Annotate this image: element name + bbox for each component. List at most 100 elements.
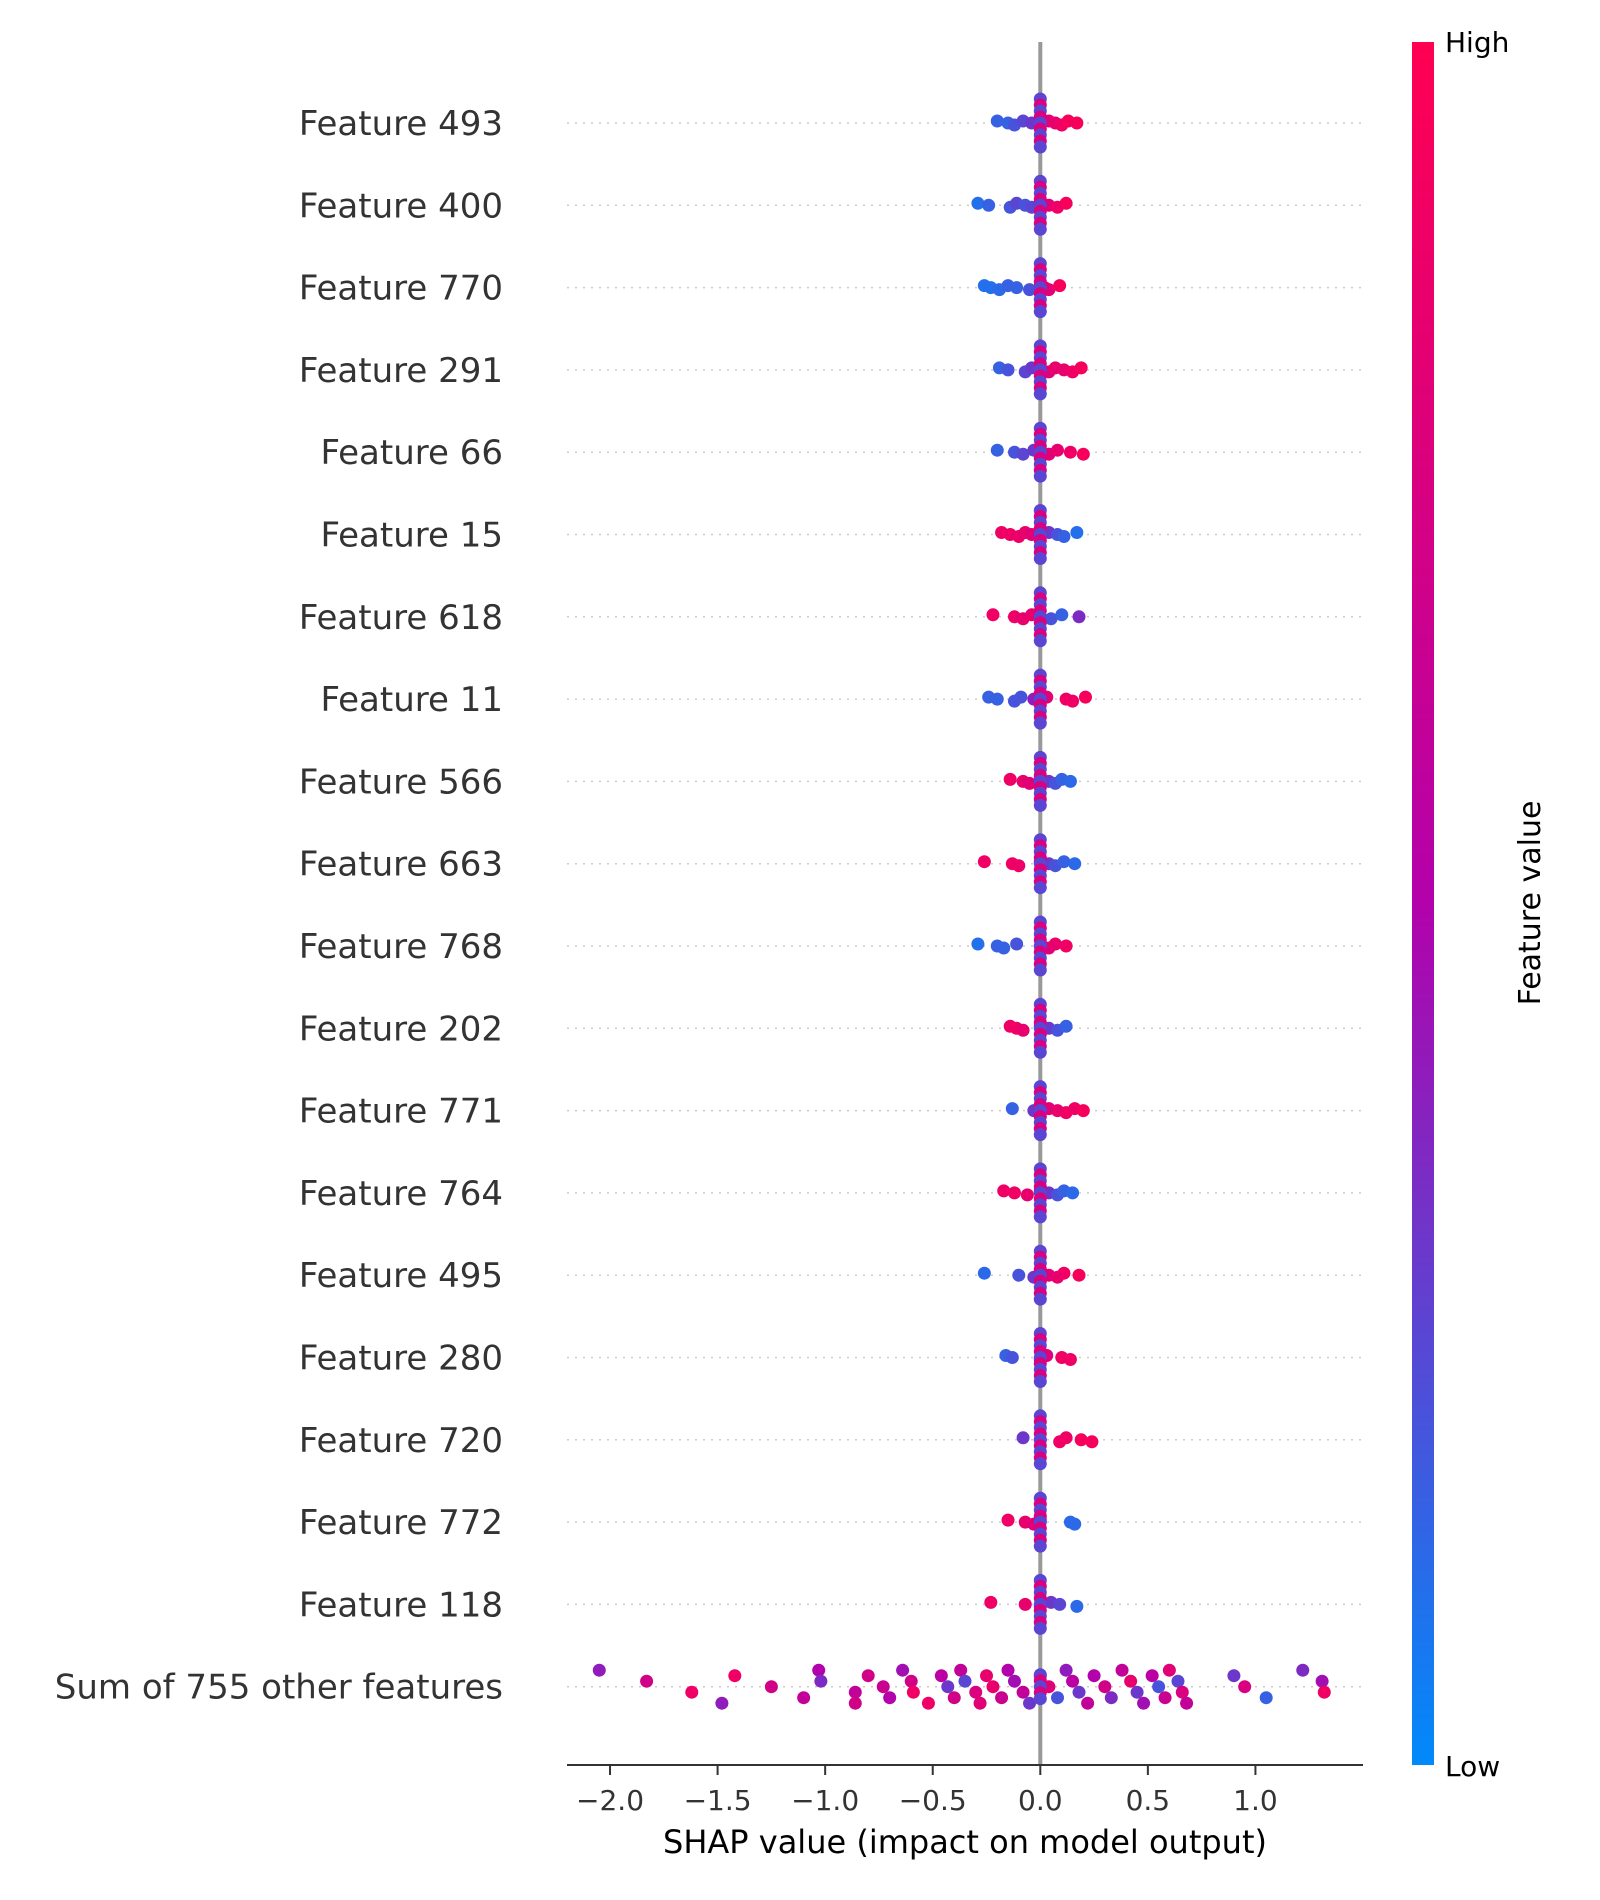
shap-point: [1085, 1435, 1099, 1449]
shap-point: [1001, 363, 1015, 377]
shap-point: [1005, 1102, 1019, 1116]
shap-point: [1066, 1186, 1080, 1200]
shap-point: [973, 1696, 987, 1710]
shap-point: [1068, 857, 1082, 871]
colorbar-high-label: High: [1445, 26, 1509, 59]
shap-point: [986, 608, 1000, 622]
x-axis-ticks: −2.0 −1.5 −1.0 −0.5 0.0 0.5 1.0: [576, 1765, 1278, 1817]
shap-point: [1059, 1019, 1073, 1033]
shap-point: [1033, 387, 1047, 401]
shap-point: [1296, 1663, 1310, 1677]
shap-point: [1033, 469, 1047, 483]
shap-point: [1063, 1353, 1077, 1366]
shap-point: [1055, 608, 1069, 622]
shap-point: [1016, 1431, 1030, 1445]
shap-point: [947, 1691, 961, 1705]
shap-point: [1033, 1692, 1047, 1706]
feature-labels: Feature 493 Feature 400 Feature 770 Feature…: [55, 104, 503, 1708]
colorbar: High Low Feature value: [1412, 26, 1548, 1783]
shap-point: [984, 1595, 998, 1609]
shap-point: [997, 1184, 1011, 1198]
shap-point: [764, 1680, 778, 1694]
shap-point: [1158, 1691, 1172, 1705]
shap-point: [1137, 1696, 1151, 1710]
shap-point: [1070, 116, 1084, 130]
shap-point: [1020, 1188, 1034, 1202]
shap-point: [1051, 1691, 1065, 1705]
shap-point: [1012, 1268, 1026, 1282]
shap-point: [1171, 1674, 1185, 1688]
shap-point: [1130, 1685, 1144, 1699]
shap-point: [1063, 774, 1077, 788]
feature-label: Feature 291: [299, 351, 503, 391]
shap-point: [977, 1266, 991, 1280]
shap-point: [1010, 281, 1024, 295]
shap-point: [1033, 1210, 1047, 1224]
shap-point: [1059, 1663, 1073, 1677]
shap-point: [980, 1669, 994, 1683]
shap-point: [1259, 1691, 1273, 1705]
feature-label: Feature 768: [299, 927, 503, 967]
shap-point: [861, 1669, 875, 1683]
shap-point: [1081, 1696, 1095, 1710]
shap-point: [1074, 361, 1088, 375]
shap-point: [1063, 445, 1077, 459]
shap-point: [640, 1674, 654, 1688]
shap-point: [1033, 222, 1047, 236]
shap-point: [1018, 1597, 1032, 1611]
feature-label: Feature 764: [299, 1174, 503, 1214]
colorbar-gradient: [1412, 42, 1434, 1765]
shap-point: [1023, 283, 1037, 297]
feature-label: Feature 493: [299, 104, 503, 144]
feature-label: Feature 118: [299, 1585, 503, 1625]
x-tick-label: −0.5: [899, 1784, 967, 1817]
feature-label: Feature 618: [299, 598, 503, 638]
shap-point: [715, 1696, 729, 1710]
shap-point: [883, 1691, 897, 1705]
shap-point: [1074, 1433, 1088, 1447]
feature-label: Feature 663: [299, 845, 503, 885]
x-tick-label: 0.0: [1018, 1784, 1063, 1817]
shap-point: [1023, 1696, 1037, 1710]
shap-point: [848, 1685, 862, 1699]
feature-label: Feature 566: [299, 762, 503, 802]
shap-point: [1053, 1597, 1067, 1611]
feature-label: Feature 495: [299, 1256, 503, 1296]
shap-point: [1005, 1351, 1019, 1364]
feature-label: Feature 770: [299, 269, 503, 309]
shap-point: [1033, 963, 1047, 977]
shap-point: [812, 1663, 826, 1677]
shap-point: [1016, 1685, 1030, 1699]
feature-label: Feature 280: [299, 1339, 503, 1379]
shap-point: [1003, 772, 1017, 786]
shap-point: [921, 1696, 935, 1710]
shap-point: [1072, 610, 1086, 624]
shap-point: [1115, 1663, 1129, 1677]
shap-point: [1048, 937, 1062, 951]
shap-point: [1044, 612, 1058, 626]
shap-point: [941, 1680, 955, 1694]
shap-point: [1059, 196, 1073, 210]
shap-point: [876, 1680, 890, 1694]
shap-point: [1016, 1023, 1030, 1037]
shap-point: [1007, 1674, 1021, 1688]
shap-point: [1066, 694, 1080, 708]
shap-point: [1001, 1513, 1015, 1527]
shap-point: [1033, 881, 1047, 895]
shap-point: [1012, 859, 1026, 873]
feature-label: Feature 11: [320, 680, 503, 720]
shap-point: [1033, 1375, 1047, 1388]
shap-point: [1033, 716, 1047, 730]
shap-point: [982, 198, 996, 212]
shap-point: [1317, 1685, 1331, 1699]
shap-point: [1238, 1680, 1252, 1694]
shap-point: [906, 1685, 920, 1699]
shap-point: [1070, 526, 1084, 539]
shap-point: [1023, 776, 1037, 790]
feature-label: Feature 772: [299, 1503, 503, 1543]
shap-point: [1057, 1266, 1071, 1280]
shap-point: [977, 855, 991, 869]
feature-label: Feature 771: [299, 1092, 503, 1132]
shap-point: [1145, 1669, 1159, 1683]
